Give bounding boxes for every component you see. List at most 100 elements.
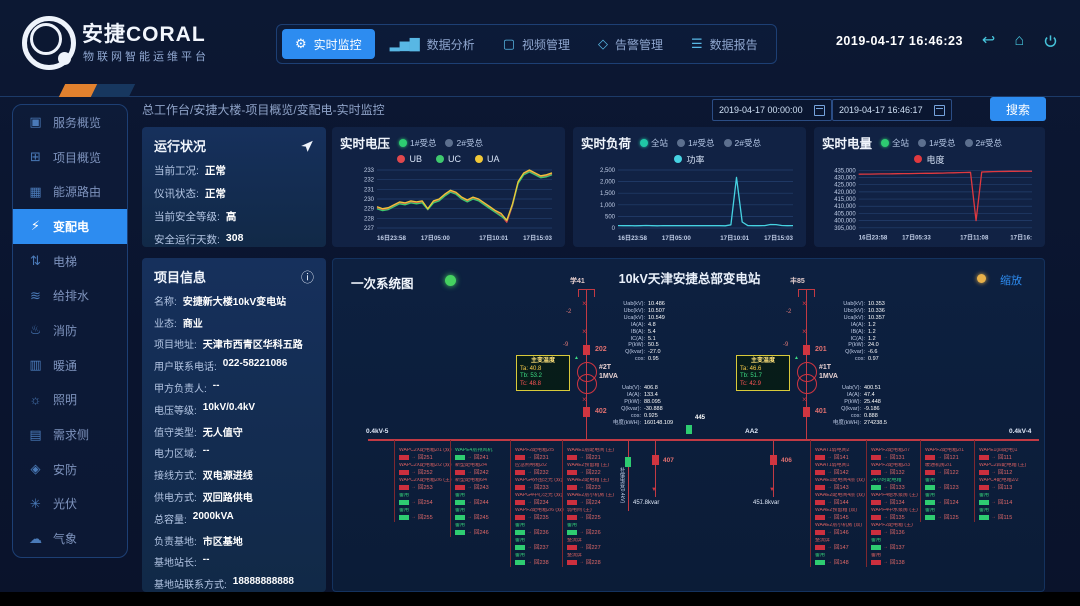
feeder-item[interactable]: 24小时配电箱 → 回133 [871,478,905,491]
feeder-item[interactable]: WAPG4外围泛光 (双) → 回233 [515,478,563,491]
date-from-input[interactable]: 2019-04-17 00:00:00 [712,99,832,121]
feeder-status-box[interactable] [455,515,465,520]
feeder-item[interactable]: 备用 → 回236 [515,523,549,536]
feeder-status-box[interactable] [455,470,465,475]
feeder-item[interactable]: 备用 → 回246 [455,523,489,536]
legend-item[interactable]: 电度 [914,153,945,166]
sidebar-item-6[interactable]: ≋ 给排水 [13,278,127,313]
feeder-item[interactable]: WAAE2配电间4层 (双) → 回144 [815,493,865,506]
feeder-item[interactable]: 备用 → 回254 [399,493,433,506]
feeder-status-box[interactable] [567,515,577,520]
feeder-status-box[interactable] [815,560,825,565]
legend-item[interactable]: UB [397,154,422,164]
feeder-status-box[interactable] [399,455,409,460]
nav-item-5[interactable]: ☰ 数据报告 [678,29,771,59]
cap-breaker[interactable] [769,455,777,465]
nav-item-4[interactable]: ◇ 告警管理 [585,29,676,59]
feeder-status-box[interactable] [871,530,881,535]
hv-breaker[interactable] [802,345,810,355]
hv-breaker[interactable] [582,345,590,355]
feeder-item[interactable]: WAAE1层配电间 (主) → 回221 [567,448,615,461]
feeder-status-box[interactable] [515,470,525,475]
feeder-status-box[interactable] [567,545,577,550]
cap-breaker[interactable] [651,455,659,465]
feeder-item[interactable]: 备用 → 回255 [399,508,433,521]
feeder-status-box[interactable] [871,545,881,550]
sidebar-item-5[interactable]: ⇅ 电梯 [13,244,127,279]
chart-toggle[interactable]: 2#受总 [964,137,1002,149]
feeder-status-box[interactable] [567,500,577,505]
date-to-input[interactable]: 2019-04-17 16:46:17 [832,99,952,121]
sidebar-item-11[interactable]: ◈ 安防 [13,452,127,487]
section-tie-indicator[interactable] [625,457,631,467]
feeder-item[interactable]: 备用 → 回238 [515,553,549,566]
legend-item[interactable]: UA [475,154,500,164]
chart-toggle[interactable]: 1#受总 [918,137,956,149]
feeder-item[interactable]: 备用 → 回123 [925,478,959,491]
feeder-item[interactable]: WAPF2配电箱2/6 (双) → 回235 [515,508,564,521]
feeder-item[interactable]: WAPF2配电箱2/7 → 回131 [871,448,910,461]
feeder-item[interactable]: 备用 → 回114 [979,493,1013,506]
feeder-item[interactable]: 新型配电箱2/4 → 回242 [455,463,489,476]
feeder-item[interactable]: WAPF4中水泵房 (主) → 回135 [871,508,918,521]
lv-breaker[interactable] [582,407,590,417]
feeder-status-box[interactable] [871,500,881,505]
feeder-status-box[interactable] [567,455,577,460]
sidebar-item-1[interactable]: ▣ 服务概览 [13,105,127,140]
feeder-status-box[interactable] [979,455,989,460]
feeder-item[interactable]: 备用 → 回245 [455,508,489,521]
sidebar-item-7[interactable]: ♨ 消防 [13,313,127,348]
sidebar-item-4[interactable]: ⚡ 变配电 [13,209,127,244]
legend-item[interactable]: 功率 [674,153,705,166]
feeder-status-box[interactable] [815,515,825,520]
feeder-status-box[interactable] [455,485,465,490]
feeder-status-box[interactable] [567,485,577,490]
chart-toggle[interactable]: 全站 [881,137,909,149]
nav-item-3[interactable]: ▢ 视频管理 [490,29,583,59]
feeder-item[interactable]: WAPC4配电箱2/2 → 回113 [979,478,1019,491]
lv-breaker[interactable] [802,407,810,417]
feeder-status-box[interactable] [925,515,935,520]
nav-item-1[interactable]: ⚙ 实时监控 [282,29,375,59]
feeder-item[interactable]: WAPC2X配电箱2/1 (双) → 回251 [399,448,452,461]
feeder-status-box[interactable] [399,500,409,505]
tie-breaker-indicator[interactable] [686,425,692,434]
feeder-status-box[interactable] [871,515,881,520]
feeder-status-box[interactable] [815,455,825,460]
feeder-item[interactable]: 新型配电箱6/4 → 回243 [455,478,489,491]
chart-toggle[interactable]: 2#受总 [723,137,761,149]
feeder-status-box[interactable] [871,485,881,490]
feeder-item[interactable]: WAPC2X配电箱2/6 (主) → 回253 [399,478,452,491]
feeder-status-box[interactable] [515,515,525,520]
feeder-item[interactable]: 备用 → 回226 [567,523,601,536]
feeder-status-box[interactable] [455,500,465,505]
feeder-status-box[interactable] [515,560,525,565]
feeder-item[interactable]: 弱电间 (主) → 回225 [567,508,601,521]
feeder-status-box[interactable] [455,455,465,460]
feeder-item[interactable]: 备用 → 回137 [871,538,905,551]
feeder-item[interactable]: 应急照明箱2/2 → 回232 [515,463,549,476]
sidebar-item-13[interactable]: ☁ 气象 [13,521,127,556]
feeder-item[interactable]: WAPC2四配电箱 (主) → 回112 [979,463,1027,476]
feeder-item[interactable]: 整流屏 → 回147 [815,538,849,551]
chart-toggle[interactable]: 全站 [640,137,668,149]
feeder-item[interactable]: WAPF4给水泵房 (主) → 回134 [871,493,918,506]
feeder-item[interactable]: WAAE2配电箱 (主) → 回223 [567,478,610,491]
feeder-item[interactable]: WAPF2配电箱2/1 → 回121 [925,448,964,461]
feeder-item[interactable]: WAPC2X配电箱2/2 (双) → 回252 [399,463,452,476]
feeder-status-box[interactable] [515,455,525,460]
zoom-link[interactable]: 缩放 [1000,275,1022,287]
sidebar-item-2[interactable]: ⊞ 项目概览 [13,140,127,175]
chart-toggle[interactable]: 2#受总 [445,137,483,149]
feeder-item[interactable]: WAAE2层小机房 (双) → 回146 [815,523,863,536]
feeder-status-box[interactable] [515,485,525,490]
feeder-status-box[interactable] [567,470,577,475]
feeder-status-box[interactable] [399,470,409,475]
feeder-status-box[interactable] [567,530,577,535]
chart-toggle[interactable]: 1#受总 [677,137,715,149]
sidebar-item-3[interactable]: ▦ 能源路由 [13,174,127,209]
feeder-status-box[interactable] [815,500,825,505]
sidebar-item-12[interactable]: ✳ 光伏 [13,487,127,522]
feeder-item[interactable]: WAPE1(四配电)1 → 回111 [979,448,1018,461]
feeder-status-box[interactable] [567,560,577,565]
